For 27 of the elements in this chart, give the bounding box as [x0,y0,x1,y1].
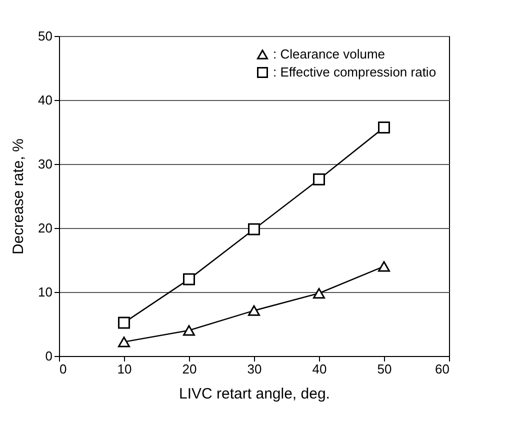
point [313,288,325,299]
y-tick-label: 40 [38,92,52,108]
y-tick-label: 0 [45,348,52,364]
point [118,336,130,348]
y-tick-label: 10 [38,284,52,300]
y-tick-label: 30 [38,156,52,172]
legend-label: : Clearance volume [273,46,385,62]
point [313,173,325,186]
x-tick-label: 50 [377,362,392,376]
point [183,325,195,336]
x-tick-label: 40 [312,362,327,376]
point [183,273,195,286]
y-tick-label: 50 [38,28,52,44]
point [118,316,130,329]
x-tick-label: 0 [60,362,67,376]
point [378,261,390,272]
y-axis-title: Decrease rate, % [10,138,28,254]
point [248,223,260,236]
x-tick-label: 10 [117,362,132,376]
point [378,122,390,134]
x-tick-label: 60 [435,362,450,376]
y-tick-label: 20 [38,220,52,236]
x-tick-label: 20 [182,362,197,376]
x-tick-label: 30 [247,362,262,376]
legend-label: : Effective compression ratio [273,64,436,80]
point [248,305,260,316]
x-axis-title: LIVC retart angle, deg. [179,386,330,402]
